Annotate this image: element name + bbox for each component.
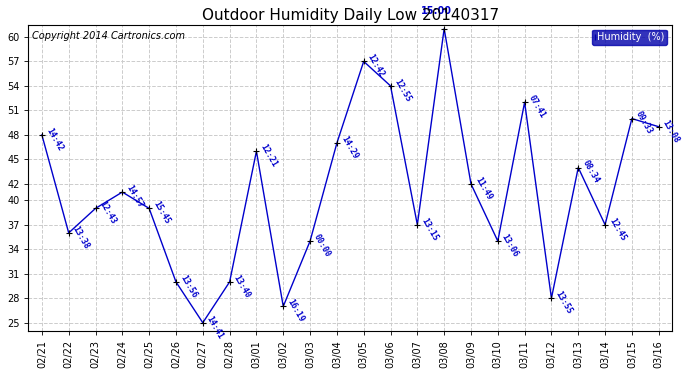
Text: 12:45: 12:45 bbox=[607, 216, 627, 242]
Title: Outdoor Humidity Daily Low 20140317: Outdoor Humidity Daily Low 20140317 bbox=[201, 9, 499, 24]
Text: 00:00: 00:00 bbox=[312, 232, 333, 259]
Text: 15:00: 15:00 bbox=[421, 6, 452, 16]
Text: 12:55: 12:55 bbox=[393, 77, 413, 104]
Text: 13:06: 13:06 bbox=[500, 232, 520, 259]
Text: 09:33: 09:33 bbox=[634, 110, 654, 136]
Legend: Humidity  (%): Humidity (%) bbox=[592, 30, 667, 45]
Text: 12:42: 12:42 bbox=[366, 53, 386, 79]
Text: 13:40: 13:40 bbox=[232, 273, 252, 300]
Text: Copyright 2014 Cartronics.com: Copyright 2014 Cartronics.com bbox=[32, 31, 185, 41]
Text: 13:55: 13:55 bbox=[553, 290, 574, 316]
Text: 14:29: 14:29 bbox=[339, 135, 359, 160]
Text: 12:21: 12:21 bbox=[259, 142, 279, 169]
Text: 13:38: 13:38 bbox=[71, 224, 91, 251]
Text: 12:43: 12:43 bbox=[98, 200, 118, 226]
Text: 14:42: 14:42 bbox=[44, 126, 64, 153]
Text: 14:41: 14:41 bbox=[205, 314, 225, 340]
Text: 07:41: 07:41 bbox=[526, 94, 547, 120]
Text: 13:56: 13:56 bbox=[178, 273, 199, 300]
Text: 15:45: 15:45 bbox=[151, 200, 172, 226]
Text: 14:57: 14:57 bbox=[124, 183, 145, 210]
Text: 11:49: 11:49 bbox=[473, 176, 493, 201]
Text: 16:19: 16:19 bbox=[286, 298, 306, 324]
Text: 08:34: 08:34 bbox=[580, 159, 601, 185]
Text: 13:15: 13:15 bbox=[420, 216, 440, 242]
Text: 13:08: 13:08 bbox=[661, 118, 681, 144]
